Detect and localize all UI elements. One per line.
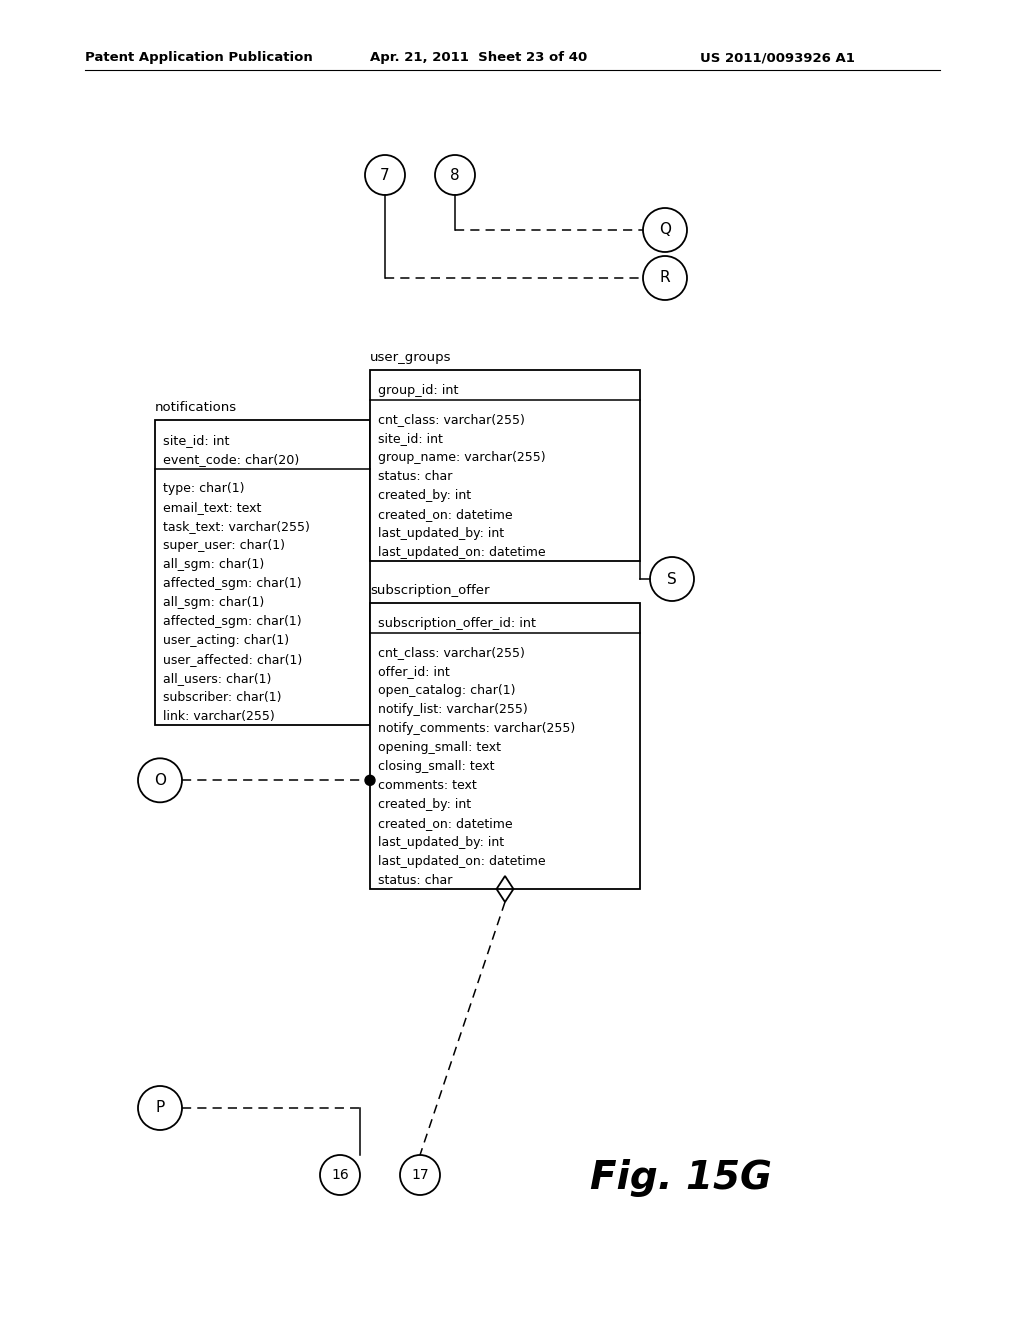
Text: user_groups: user_groups — [370, 351, 452, 364]
Text: 8: 8 — [451, 168, 460, 182]
Text: 7: 7 — [380, 168, 390, 182]
Text: subscription_offer: subscription_offer — [370, 583, 489, 597]
Text: 17: 17 — [412, 1168, 429, 1181]
Text: event_code: char(20): event_code: char(20) — [163, 453, 299, 466]
Text: task_text: varchar(255): task_text: varchar(255) — [163, 520, 310, 533]
Text: created_on: datetime: created_on: datetime — [378, 508, 513, 520]
Text: group_name: varchar(255): group_name: varchar(255) — [378, 450, 546, 463]
Text: 16: 16 — [331, 1168, 349, 1181]
Text: link: varchar(255): link: varchar(255) — [163, 710, 274, 723]
Text: super_user: char(1): super_user: char(1) — [163, 539, 285, 552]
Text: all_sgm: char(1): all_sgm: char(1) — [163, 595, 264, 609]
Bar — [155, 420, 370, 725]
Text: site_id: int: site_id: int — [378, 432, 442, 445]
Text: R: R — [659, 271, 671, 285]
Text: US 2011/0093926 A1: US 2011/0093926 A1 — [700, 51, 855, 65]
Text: type: char(1): type: char(1) — [163, 482, 245, 495]
Text: status: char: status: char — [378, 874, 453, 887]
Text: last_updated_on: datetime: last_updated_on: datetime — [378, 545, 546, 558]
Text: site_id: int: site_id: int — [163, 434, 229, 446]
Text: created_by: int: created_by: int — [378, 797, 471, 810]
Text: notify_list: varchar(255): notify_list: varchar(255) — [378, 702, 527, 715]
Text: Fig. 15G: Fig. 15G — [590, 1159, 772, 1197]
Text: email_text: text: email_text: text — [163, 500, 261, 513]
Text: subscriber: char(1): subscriber: char(1) — [163, 690, 282, 704]
Text: affected_sgm: char(1): affected_sgm: char(1) — [163, 615, 302, 628]
Text: cnt_class: varchar(255): cnt_class: varchar(255) — [378, 645, 525, 659]
Text: all_users: char(1): all_users: char(1) — [163, 672, 271, 685]
Text: created_on: datetime: created_on: datetime — [378, 817, 513, 830]
Text: notifications: notifications — [155, 401, 238, 414]
Text: O: O — [154, 772, 166, 788]
Bar — [370, 603, 640, 888]
Text: subscription_offer_id: int: subscription_offer_id: int — [378, 616, 536, 630]
Text: all_sgm: char(1): all_sgm: char(1) — [163, 557, 264, 570]
Text: Apr. 21, 2011  Sheet 23 of 40: Apr. 21, 2011 Sheet 23 of 40 — [370, 51, 587, 65]
Text: closing_small: text: closing_small: text — [378, 760, 495, 772]
Text: group_id: int: group_id: int — [378, 384, 459, 397]
Text: user_acting: char(1): user_acting: char(1) — [163, 634, 289, 647]
Text: status: char: status: char — [378, 470, 453, 483]
Text: Q: Q — [659, 223, 671, 238]
Text: last_updated_by: int: last_updated_by: int — [378, 836, 504, 849]
Text: last_updated_by: int: last_updated_by: int — [378, 527, 504, 540]
Text: user_affected: char(1): user_affected: char(1) — [163, 652, 302, 665]
Text: comments: text: comments: text — [378, 779, 477, 792]
Text: Patent Application Publication: Patent Application Publication — [85, 51, 312, 65]
Text: cnt_class: varchar(255): cnt_class: varchar(255) — [378, 413, 525, 425]
Text: affected_sgm: char(1): affected_sgm: char(1) — [163, 577, 302, 590]
Text: P: P — [156, 1101, 165, 1115]
Text: S: S — [667, 572, 677, 586]
Text: notify_comments: varchar(255): notify_comments: varchar(255) — [378, 722, 575, 735]
Text: opening_small: text: opening_small: text — [378, 741, 501, 754]
Text: last_updated_on: datetime: last_updated_on: datetime — [378, 855, 546, 867]
Text: created_by: int: created_by: int — [378, 488, 471, 502]
Text: open_catalog: char(1): open_catalog: char(1) — [378, 684, 515, 697]
Bar — [370, 370, 640, 561]
Text: offer_id: int: offer_id: int — [378, 665, 450, 677]
Circle shape — [365, 775, 375, 785]
